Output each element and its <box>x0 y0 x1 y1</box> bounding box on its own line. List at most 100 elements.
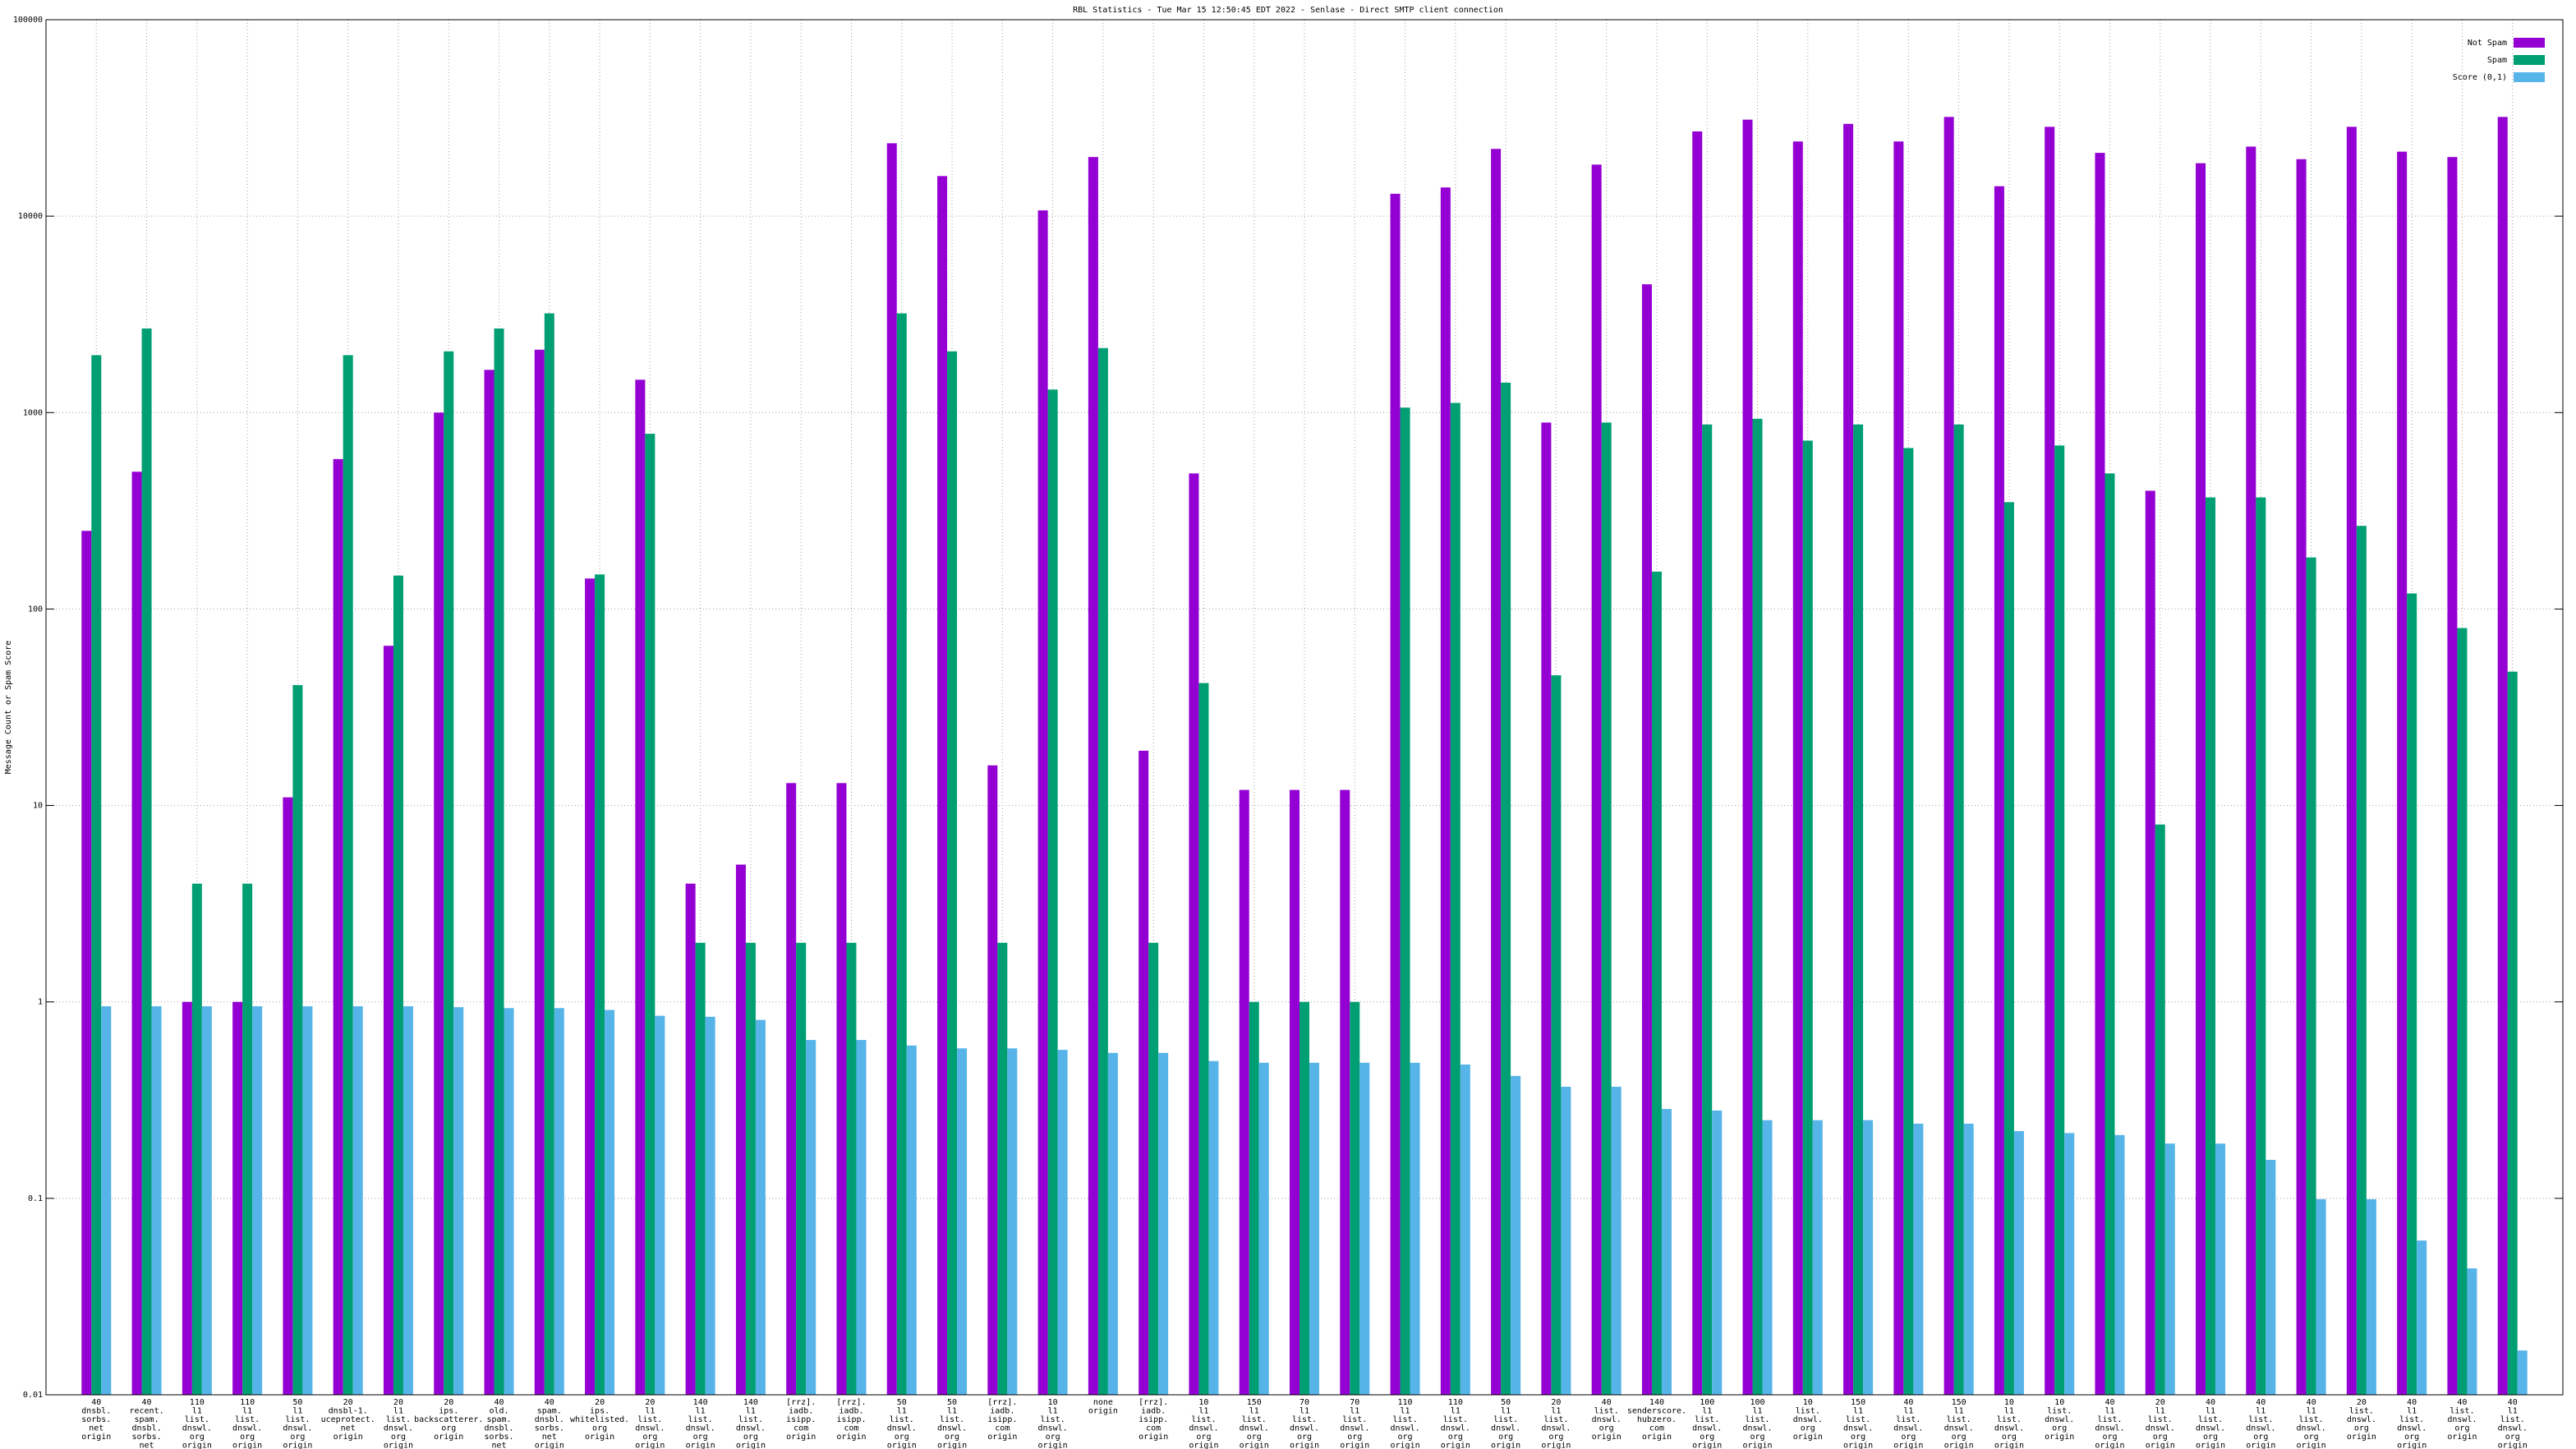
bar <box>101 1006 112 1395</box>
bar <box>856 1040 867 1395</box>
bar <box>1903 448 1914 1396</box>
bar <box>1491 149 1502 1396</box>
bar <box>1258 1062 1269 1395</box>
bar <box>232 1001 243 1395</box>
bar <box>1158 1052 1169 1395</box>
x-tick-label: 110 l1 list. dnswl. org origin <box>182 1398 212 1449</box>
x-tick-label: 20 dnsbl-1. uceprotect. net origin <box>321 1398 375 1442</box>
x-tick-label: 10 l1 list. dnswl. org origin <box>1994 1398 2024 1449</box>
bar <box>393 575 403 1395</box>
bar <box>2054 445 2065 1395</box>
y-tick-label: 0.1 <box>28 1194 43 1203</box>
x-tick-label: 40 l1 list. dnswl. org origin <box>2196 1398 2225 1449</box>
bar <box>1913 1123 1924 1395</box>
x-tick-label: 40 list. dnswl. org origin <box>2447 1398 2477 1442</box>
bar <box>1037 210 1048 1395</box>
bar <box>1551 675 1562 1395</box>
bar <box>836 783 847 1395</box>
bar <box>1138 750 1149 1395</box>
x-tick-label: 50 l1 list. dnswl. org origin <box>1491 1398 1520 1449</box>
bar <box>1853 424 1864 1395</box>
bar <box>2517 1350 2528 1395</box>
bar <box>2045 126 2055 1395</box>
bar <box>1047 389 1058 1396</box>
x-tick-label: 40 list. dnswl. org origin <box>1592 1398 1622 1442</box>
legend-swatch <box>2514 38 2545 48</box>
x-tick-label: 20 l1 list. dnswl. org origin <box>384 1398 413 1449</box>
bar <box>2507 671 2518 1395</box>
bar <box>2467 1268 2477 1395</box>
bar <box>2164 1143 2175 1395</box>
x-tick-label: 110 l1 list. dnswl. org origin <box>1441 1398 1470 1449</box>
legend-swatch <box>2514 72 2545 82</box>
bar <box>544 313 554 1396</box>
bar <box>957 1048 968 1395</box>
bar <box>705 1016 715 1395</box>
bar <box>333 458 343 1395</box>
x-tick-label: 10 list. dnswl. org origin <box>1793 1398 1823 1442</box>
bar <box>1390 193 1401 1395</box>
x-tick-label: 150 l1 list. dnswl. org origin <box>1240 1398 1269 1449</box>
bar <box>2457 628 2468 1395</box>
bar <box>81 531 92 1395</box>
bar <box>796 942 807 1395</box>
bar <box>1097 347 1108 1395</box>
plot-frame <box>45 19 2564 1396</box>
bar <box>504 1008 514 1395</box>
bar <box>585 578 596 1395</box>
bar <box>1762 1120 1773 1395</box>
bar <box>2366 1198 2376 1395</box>
x-tick-label: 40 l1 list. dnswl. org origin <box>1893 1398 1923 1449</box>
bar <box>1863 1120 1874 1395</box>
bar <box>302 1006 313 1395</box>
bar <box>494 328 504 1395</box>
bar <box>2095 153 2105 1395</box>
x-tick-label: [rrz]. iadb. isipp. com origin <box>836 1398 866 1442</box>
bar <box>453 1007 464 1395</box>
bar <box>896 313 907 1396</box>
x-tick-label: 50 l1 list. dnswl. org origin <box>283 1398 312 1449</box>
x-tick-label: 20 l1 list. dnswl. org origin <box>635 1398 665 1449</box>
bar <box>343 355 353 1395</box>
bar <box>2215 1143 2226 1395</box>
bar <box>1953 424 1964 1395</box>
bar <box>1189 473 1199 1396</box>
bar <box>242 883 253 1395</box>
bar <box>1944 117 1954 1395</box>
x-tick-label: 70 l1 list. dnswl. org origin <box>1290 1398 1319 1449</box>
bar <box>1290 789 1300 1395</box>
bar <box>2064 1133 2075 1395</box>
bar <box>2306 557 2316 1395</box>
x-tick-label: 40 spam. dnsbl. sorbs. net origin <box>535 1398 564 1449</box>
bar <box>1591 164 1602 1396</box>
x-tick-label: 10 l1 list. dnswl. org origin <box>1038 1398 1068 1449</box>
bar <box>1752 418 1763 1396</box>
bar <box>1400 407 1410 1395</box>
bar <box>131 472 142 1395</box>
bar <box>444 351 454 1396</box>
bar <box>402 1006 413 1395</box>
bar <box>1712 1110 1723 1395</box>
bar <box>886 143 897 1395</box>
bar <box>695 942 706 1395</box>
bar <box>2356 526 2367 1395</box>
x-tick-label: 20 l1 list. dnswl. org origin <box>2146 1398 2175 1449</box>
bar <box>1702 424 1713 1395</box>
bar <box>1239 789 1249 1395</box>
x-tick-label: 150 l1 list. dnswl. org origin <box>1843 1398 1873 1449</box>
bar <box>1088 157 1098 1395</box>
x-tick-label: 20 list. dnswl. org origin <box>2347 1398 2376 1442</box>
x-tick-label: 10 list. dnswl. org origin <box>2045 1398 2074 1442</box>
x-tick-label: 40 l1 list. dnswl. org origin <box>2498 1398 2528 1449</box>
bar <box>1812 1120 1823 1395</box>
x-tick-label: 140 l1 list. dnswl. org origin <box>686 1398 715 1449</box>
bar <box>1641 284 1652 1396</box>
bar <box>635 380 646 1396</box>
bar <box>1501 382 1511 1395</box>
bar <box>1300 1001 1309 1395</box>
y-tick-label: 0.01 <box>23 1391 43 1400</box>
bar <box>2447 157 2458 1395</box>
x-tick-label: 100 l1 list. dnswl. org origin <box>1742 1398 1772 1449</box>
x-tick-label: 40 l1 list. dnswl. org origin <box>2397 1398 2426 1449</box>
